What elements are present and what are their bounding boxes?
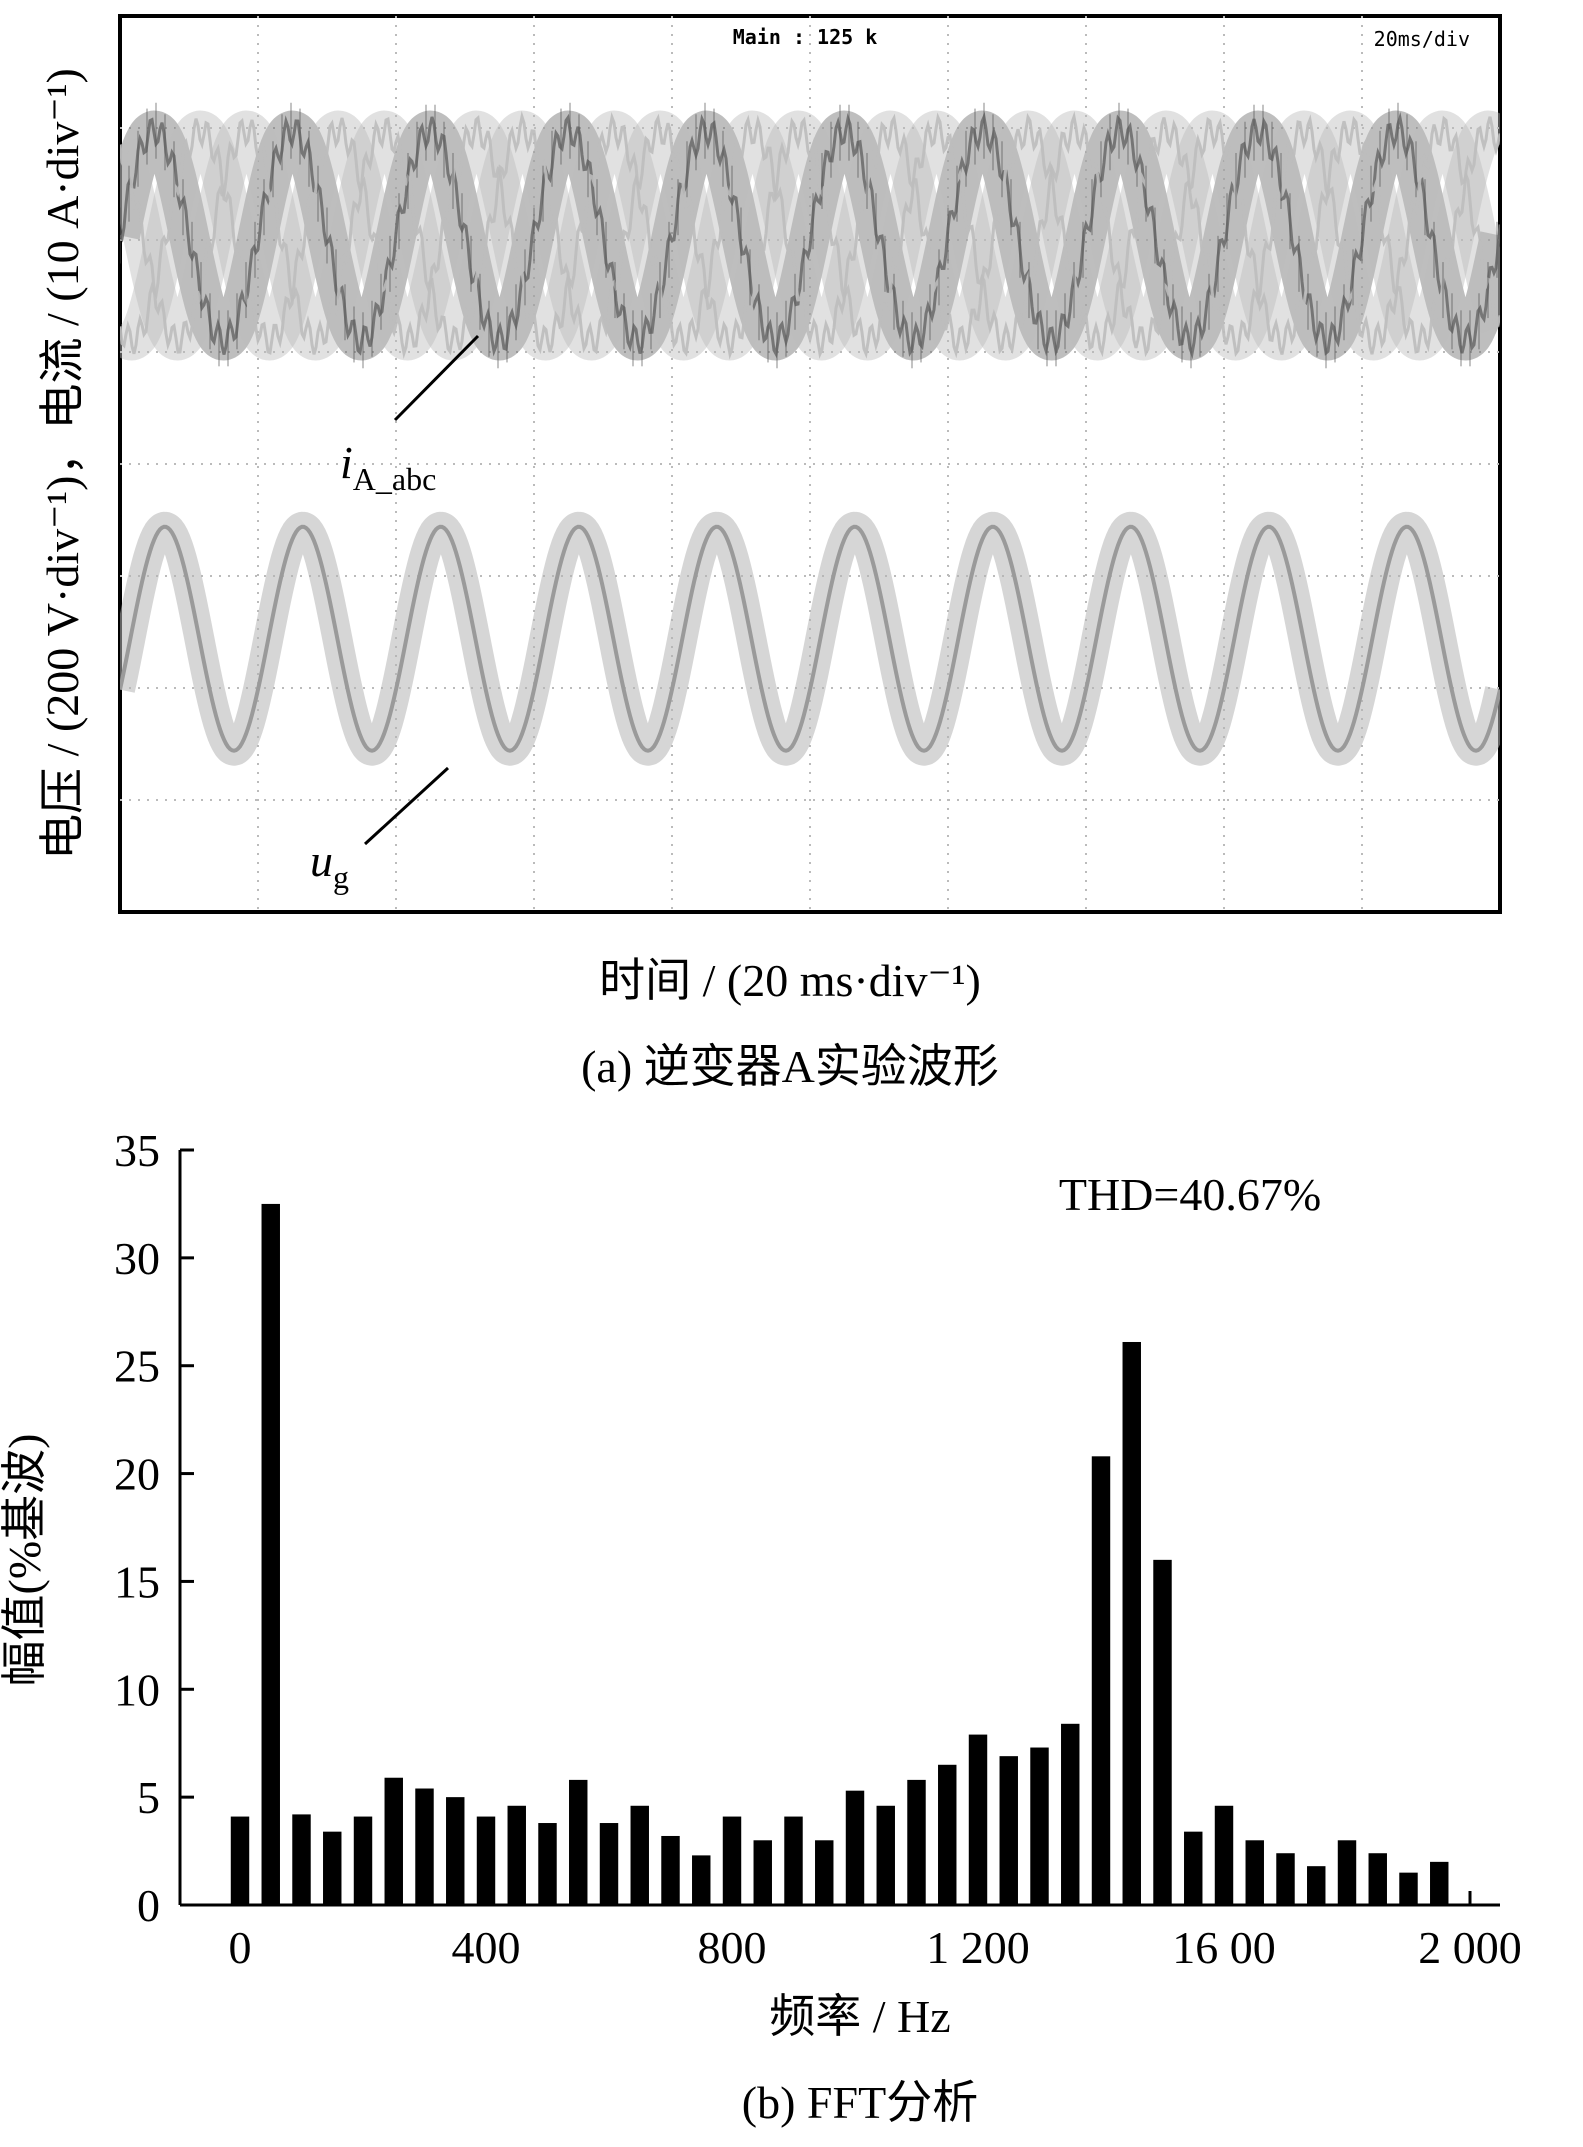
fft-bar-150hz — [323, 1831, 342, 1905]
fft-bar-950hz — [815, 1840, 834, 1905]
fft-bar-1050hz — [876, 1805, 895, 1905]
fft-bar-0hz — [230, 1816, 250, 1905]
fft-bar-1250hz — [999, 1756, 1018, 1905]
fft-x-tick-label: 400 — [452, 1922, 521, 1973]
fft-bar-1450hz — [1122, 1341, 1141, 1905]
fft-y-ticks: 0 5 10 15 20 25 30 35 — [114, 1125, 194, 1931]
fft-y-axis-label: 幅值(%基波) — [0, 1434, 50, 1687]
fft-y-tick-label: 15 — [114, 1556, 160, 1607]
fft-bar-1850hz — [1368, 1853, 1387, 1905]
fft-bar-550hz — [569, 1779, 588, 1905]
fft-bar-200hz — [353, 1816, 373, 1905]
scope-trace-group — [120, 102, 1500, 766]
scope-header-main: Main : 125 k — [733, 25, 878, 49]
fft-bar-100hz — [292, 1814, 311, 1905]
current-trace-2 — [120, 110, 1500, 360]
fft-bar-250hz — [384, 1777, 403, 1905]
fft-x-ticks: 0 400 800 1 200 16 00 2 000 — [229, 1891, 1522, 1973]
fft-bar-1350hz — [1061, 1723, 1080, 1905]
fft-x-axis-label: 频率 / Hz — [769, 1991, 950, 2042]
fft-bar-750hz — [692, 1855, 711, 1905]
fft-bar-650hz — [630, 1805, 649, 1905]
fft-bar-500hz — [538, 1823, 557, 1905]
fft-y-tick-label: 30 — [114, 1233, 160, 1284]
fft-bars — [230, 1203, 1449, 1905]
current-label-subscript: A_abc — [353, 461, 437, 497]
fft-y-tick-label: 0 — [137, 1880, 160, 1931]
fft-bar-600hz — [599, 1823, 619, 1905]
scope-frame — [118, 14, 1502, 914]
fft-bar-850hz — [753, 1840, 772, 1905]
fft-bar-1150hz — [938, 1764, 957, 1905]
scope-header-timebase: 20ms/div — [1374, 27, 1470, 51]
current-label: iA_abc — [340, 437, 436, 497]
fft-bar-400hz — [476, 1816, 496, 1905]
thd-annotation: THD=40.67% — [1059, 1169, 1321, 1220]
scope-x-axis-label: 时间 / (20 ms·div⁻¹) — [599, 955, 981, 1006]
oscilloscope-panel: Main : 125 k 20ms/div iA_abc ug 电压 / (20… — [37, 14, 1502, 1092]
fft-bar-1700hz — [1276, 1853, 1295, 1905]
fft-y-tick-label: 20 — [114, 1449, 160, 1500]
voltage-trace — [120, 524, 1500, 753]
fft-bar-300hz — [415, 1788, 434, 1905]
fft-x-tick-label: 800 — [698, 1922, 767, 1973]
fft-bar-1650hz — [1245, 1840, 1264, 1905]
fft-y-tick-label: 5 — [137, 1772, 160, 1823]
fft-panel: 0 5 10 15 20 25 30 35 0 400 800 1 200 16 00 2 000 TH… — [0, 1125, 1522, 2128]
fft-bar-1550hz — [1184, 1831, 1203, 1905]
fft-bar-1900hz — [1399, 1872, 1418, 1905]
fft-bar-800hz — [722, 1816, 742, 1905]
fft-bar-1000hz — [845, 1790, 865, 1905]
panel-a-caption: (a) 逆变器A实验波形 — [581, 1041, 999, 1092]
fft-bar-50hz — [261, 1203, 280, 1905]
fft-bar-700hz — [661, 1835, 680, 1905]
current-leader-line — [393, 334, 480, 422]
fft-x-tick-label: 0 — [229, 1922, 252, 1973]
fft-bar-1500hz — [1153, 1559, 1172, 1905]
voltage-label-symbol: u — [310, 835, 333, 886]
fft-x-tick-label: 1 200 — [926, 1922, 1030, 1973]
fft-bar-1100hz — [907, 1779, 926, 1905]
fft-bar-1950hz — [1430, 1861, 1449, 1905]
fft-bar-350hz — [446, 1797, 465, 1905]
fft-y-tick-label: 25 — [114, 1341, 160, 1392]
fft-bar-900hz — [784, 1816, 803, 1905]
fft-bar-1400hz — [1091, 1456, 1111, 1905]
current-trace-3 — [120, 111, 1500, 360]
fft-x-tick-label: 2 000 — [1418, 1922, 1522, 1973]
current-trace-1 — [120, 111, 1500, 360]
scope-waveforms — [120, 102, 1500, 766]
panel-b-caption: (b) FFT分析 — [742, 2077, 978, 2128]
fft-y-tick-label: 35 — [114, 1125, 160, 1176]
voltage-label-subscript: g — [333, 859, 349, 895]
fft-bar-1800hz — [1337, 1840, 1357, 1905]
voltage-leader-line — [363, 766, 450, 846]
fft-bar-1600hz — [1214, 1805, 1234, 1905]
scope-y-axis-label: 电压 / (200 V·div⁻¹)，电流 / (10 A·div⁻¹) — [37, 68, 88, 860]
voltage-label: ug — [310, 835, 349, 895]
fft-bar-1750hz — [1307, 1866, 1326, 1905]
current-label-symbol: i — [340, 437, 353, 488]
fft-x-tick-label: 16 00 — [1172, 1922, 1276, 1973]
fft-y-tick-label: 10 — [114, 1664, 160, 1715]
fft-bar-1200hz — [968, 1734, 988, 1905]
fft-bar-450hz — [507, 1805, 526, 1905]
fft-bar-1300hz — [1030, 1747, 1049, 1905]
